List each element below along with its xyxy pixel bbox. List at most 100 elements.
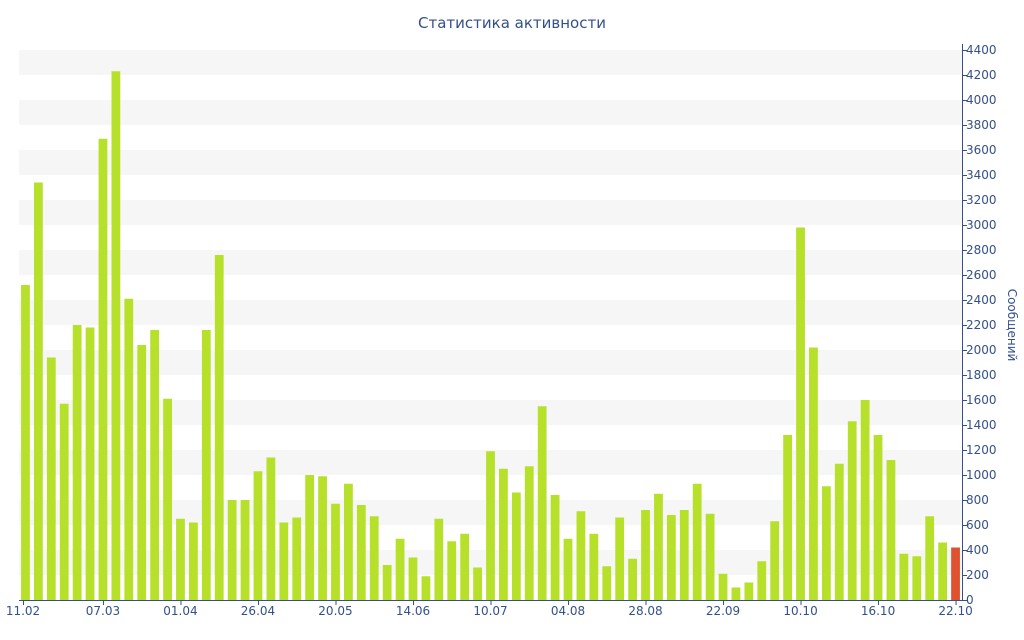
bar xyxy=(21,285,30,600)
bar xyxy=(137,345,147,600)
bar xyxy=(318,476,327,600)
grid-band xyxy=(19,300,962,325)
x-axis-ticks: 11.02 07.03 01.04 26.04 20.05 14.06 10.07 04.08… xyxy=(6,600,973,618)
y-tick-label: 3800 xyxy=(966,118,997,132)
bar xyxy=(382,565,392,600)
bar xyxy=(163,398,172,600)
y-tick-label: 4000 xyxy=(966,93,997,107)
bar xyxy=(821,486,831,600)
bar xyxy=(395,538,405,600)
bar xyxy=(731,587,741,600)
y-axis-title: Сообщений xyxy=(1005,289,1019,362)
bar xyxy=(615,517,625,600)
bar xyxy=(692,483,702,600)
y-tick-label: 0 xyxy=(966,593,974,607)
bar xyxy=(253,471,263,600)
y-tick-label: 2000 xyxy=(966,343,997,357)
y-tick-label: 600 xyxy=(966,518,989,532)
bar xyxy=(511,492,521,600)
bar xyxy=(847,421,857,600)
bar xyxy=(744,582,754,600)
bar xyxy=(111,71,121,600)
bar xyxy=(227,500,237,600)
chart-title: Статистика активности xyxy=(418,14,606,32)
bar xyxy=(176,518,185,600)
y-tick-label: 4400 xyxy=(966,43,997,57)
bar xyxy=(654,493,663,600)
bar xyxy=(796,227,805,600)
y-tick-label: 3000 xyxy=(966,218,997,232)
grid-band xyxy=(19,350,962,375)
bar xyxy=(331,503,340,600)
bar xyxy=(563,538,573,600)
x-tick-label: 07.03 xyxy=(86,604,120,618)
bar xyxy=(666,515,676,600)
y-tick-label: 800 xyxy=(966,493,989,507)
bar xyxy=(33,182,43,600)
grid-band xyxy=(19,50,962,75)
bar xyxy=(305,475,315,600)
bar xyxy=(85,327,95,600)
bar xyxy=(576,511,586,600)
y-axis-ticks: 0 200 400 600 800 1000 1200 1400 1600 1800 2000 220… xyxy=(962,43,997,607)
bar xyxy=(705,513,715,600)
bar xyxy=(602,566,612,600)
bar xyxy=(421,576,431,600)
bar xyxy=(550,495,560,600)
grid-band xyxy=(19,150,962,175)
y-tick-label: 1000 xyxy=(966,468,997,482)
bar xyxy=(98,138,108,600)
bar xyxy=(860,400,870,600)
bar xyxy=(679,510,689,600)
bar xyxy=(537,406,547,600)
x-tick-label: 22.10 xyxy=(938,604,972,618)
bar xyxy=(188,522,198,600)
y-tick-label: 3200 xyxy=(966,193,997,207)
bar xyxy=(266,457,276,600)
grid-band xyxy=(19,250,962,275)
x-tick-label: 11.02 xyxy=(6,604,40,618)
bar xyxy=(214,255,224,600)
bar xyxy=(356,505,366,600)
bar xyxy=(499,468,508,600)
y-tick-label: 4200 xyxy=(966,68,997,82)
x-tick-label: 28.08 xyxy=(628,604,662,618)
x-tick-label: 10.10 xyxy=(783,604,817,618)
bar xyxy=(757,561,767,600)
bars xyxy=(21,71,960,600)
x-tick-label: 01.04 xyxy=(163,604,197,618)
bar xyxy=(473,567,482,600)
bar xyxy=(718,573,728,600)
bar xyxy=(938,542,948,600)
x-tick-label: 14.06 xyxy=(396,604,430,618)
bar xyxy=(809,347,818,600)
grid-band xyxy=(19,400,962,425)
bar xyxy=(279,522,289,600)
bar xyxy=(951,547,960,600)
bar xyxy=(925,516,935,600)
bar xyxy=(486,451,495,600)
bar xyxy=(408,557,418,600)
bar xyxy=(912,556,922,600)
y-tick-label: 3400 xyxy=(966,168,997,182)
y-tick-label: 200 xyxy=(966,568,989,582)
y-tick-label: 400 xyxy=(966,543,989,557)
y-tick-label: 2200 xyxy=(966,318,997,332)
bar xyxy=(292,517,302,600)
bar xyxy=(434,518,444,600)
y-tick-label: 1400 xyxy=(966,418,997,432)
bar xyxy=(628,558,637,600)
x-tick-label: 22.09 xyxy=(706,604,740,618)
bar xyxy=(72,325,82,600)
bar xyxy=(886,460,896,600)
y-tick-label: 1800 xyxy=(966,368,997,382)
grid-band xyxy=(19,200,962,225)
bar xyxy=(150,330,160,600)
y-tick-label: 3600 xyxy=(966,143,997,157)
bar xyxy=(46,357,56,600)
bar xyxy=(770,521,780,600)
x-tick-label: 26.04 xyxy=(241,604,275,618)
bar xyxy=(873,435,883,600)
y-tick-label: 2600 xyxy=(966,268,997,282)
